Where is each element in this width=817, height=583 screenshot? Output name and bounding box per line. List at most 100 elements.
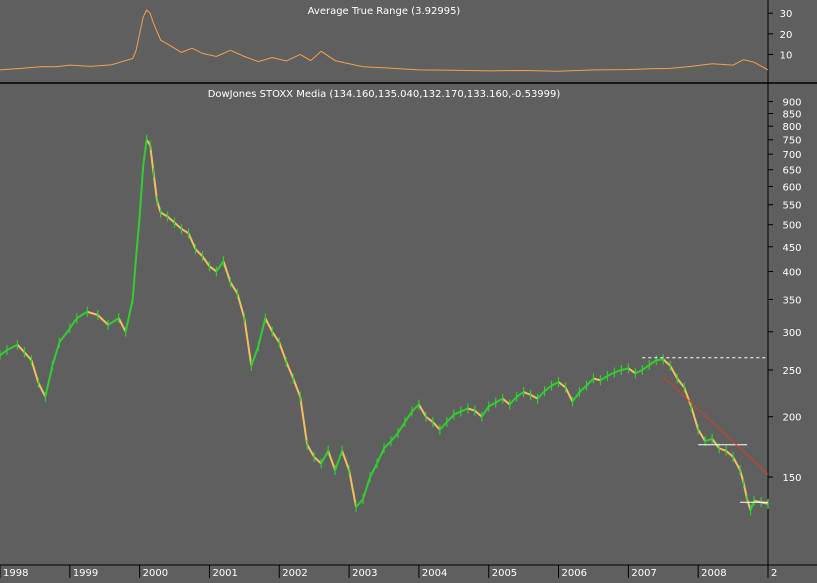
price-segment — [369, 463, 378, 478]
price-segment — [571, 391, 581, 403]
price-segment — [488, 401, 497, 408]
price-segment — [86, 310, 99, 316]
price-segment — [432, 421, 441, 431]
price-ytick-label: 900 — [782, 98, 801, 109]
price-segment — [634, 369, 643, 375]
price-segment — [348, 469, 358, 508]
xtick-label: 2002 — [282, 568, 307, 578]
price-segment — [229, 281, 239, 295]
price-segment — [585, 377, 595, 387]
price-ytick-label: 250 — [782, 366, 801, 377]
price-segment — [599, 375, 608, 382]
price-segment — [264, 317, 274, 333]
price-segment — [313, 456, 322, 465]
atr-ytick-label: 30 — [780, 9, 793, 20]
price-segment — [656, 358, 664, 362]
price-segment — [516, 391, 525, 398]
price-segment — [37, 382, 47, 398]
atr-title: Average True Range (3.92995) — [308, 6, 461, 17]
price-segment — [327, 450, 337, 471]
atr-ytick-label: 10 — [780, 50, 793, 61]
price-segment — [711, 438, 720, 449]
price-ytick-label: 500 — [782, 221, 801, 232]
price-segment — [292, 378, 302, 398]
price-segment — [0, 349, 8, 357]
price-segment — [341, 450, 351, 471]
price-segment — [131, 256, 138, 300]
price-segment — [68, 317, 78, 329]
price-segment — [543, 384, 553, 392]
price-segment — [557, 381, 567, 389]
price-segment — [718, 447, 727, 452]
price-segment — [51, 342, 61, 367]
price-title: DowJones STOXX Media (134.160,135.040,13… — [208, 89, 561, 100]
price-segment — [250, 345, 260, 367]
price-segment — [418, 404, 427, 418]
price-segment — [208, 265, 218, 273]
price-ytick-label: 400 — [782, 267, 801, 278]
price-segment — [411, 403, 420, 413]
price-segment — [732, 456, 741, 471]
price-segment — [194, 248, 204, 258]
price-segment — [285, 361, 295, 379]
price-segment — [446, 413, 455, 423]
price-segment — [30, 359, 40, 384]
price-segment — [397, 421, 406, 434]
price-ytick-label: 850 — [782, 110, 801, 121]
price-segment — [676, 377, 686, 389]
price-segment — [23, 351, 33, 361]
price-segment — [124, 299, 134, 332]
price-segment — [508, 396, 518, 406]
price-segment — [97, 314, 109, 326]
price-segment — [683, 387, 693, 407]
price-segment — [404, 411, 413, 423]
price-segment — [460, 407, 469, 413]
xtick-label: 2003 — [352, 568, 377, 578]
price-segment — [564, 387, 574, 403]
price-segment — [306, 444, 316, 458]
price-ytick-label: 350 — [782, 295, 801, 306]
price-segment — [320, 450, 330, 464]
price-segment — [467, 407, 476, 412]
price-segment — [383, 440, 392, 450]
price-ytick-label: 750 — [782, 136, 801, 147]
xtick-label: 2000 — [143, 568, 168, 578]
price-ytick-label: 450 — [782, 243, 801, 254]
price-segment — [334, 450, 344, 471]
price-segment — [614, 369, 622, 374]
price-segment — [439, 421, 448, 431]
price-segment — [536, 390, 546, 400]
xtick-label: 2005 — [492, 568, 517, 578]
price-ytick-label: 550 — [782, 201, 801, 212]
price-segment — [480, 405, 490, 418]
price-segment — [160, 211, 169, 218]
price-segment — [173, 221, 183, 230]
price-segment — [243, 318, 253, 366]
price-ytick-label: 800 — [782, 122, 801, 133]
price-segment — [606, 371, 615, 377]
price-segment — [278, 342, 288, 363]
price-segment — [390, 432, 399, 442]
price-segment — [474, 409, 483, 418]
price-segment — [495, 397, 504, 404]
xtick-label: 1999 — [73, 568, 98, 578]
price-segment — [222, 260, 232, 283]
price-segment — [16, 344, 26, 353]
price-segment — [135, 216, 141, 257]
xtick-label: 2001 — [212, 568, 237, 578]
xtick-label: 2008 — [701, 568, 726, 578]
price-segment — [530, 393, 539, 400]
price-segment — [641, 364, 650, 371]
price-segment — [355, 498, 364, 508]
price-segment — [690, 406, 700, 430]
price-segment — [662, 358, 671, 367]
price-ytick-label: 650 — [782, 166, 801, 177]
price-segment — [593, 377, 601, 382]
price-segment — [58, 327, 71, 344]
price-segment — [362, 476, 371, 500]
price-segment — [523, 391, 531, 396]
price-segment — [166, 215, 176, 224]
price-ytick-label: 600 — [782, 182, 801, 193]
